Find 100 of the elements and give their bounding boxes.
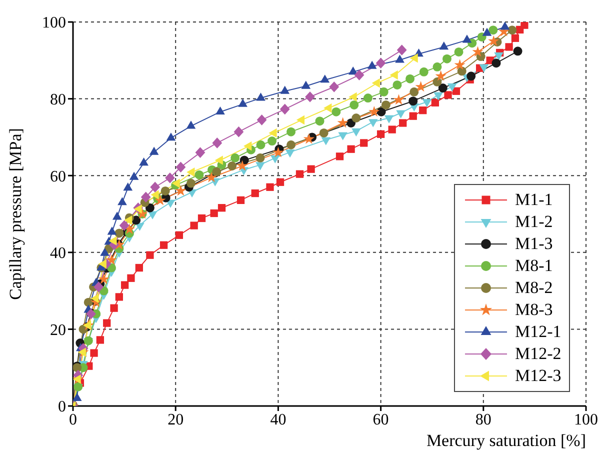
point: [352, 128, 361, 136]
point: [454, 47, 464, 56]
legend-label: M8-2: [515, 278, 553, 298]
point: [410, 53, 418, 63]
point: [127, 274, 135, 282]
y-tick-label: 20: [50, 322, 66, 339]
point: [494, 52, 504, 60]
point: [354, 70, 364, 80]
point: [434, 92, 443, 100]
point: [511, 34, 520, 42]
point: [78, 348, 86, 357]
x-tick-label: 0: [69, 411, 77, 428]
point: [212, 138, 222, 148]
point: [216, 106, 225, 115]
point: [234, 126, 244, 138]
point: [286, 127, 296, 136]
legend-label: M12-3: [515, 366, 562, 386]
point: [321, 137, 331, 146]
point: [198, 214, 206, 222]
point: [520, 22, 528, 29]
point: [244, 141, 252, 151]
point: [256, 114, 267, 126]
point: [390, 70, 398, 80]
point: [236, 196, 245, 204]
point: [150, 190, 159, 200]
point: [166, 132, 176, 141]
point: [320, 74, 330, 83]
point: [129, 172, 139, 180]
point: [350, 100, 359, 110]
point: [214, 156, 223, 165]
point: [419, 67, 428, 76]
point: [466, 72, 476, 81]
point: [73, 392, 82, 402]
point: [268, 128, 277, 138]
point: [381, 100, 390, 110]
point: [432, 77, 442, 86]
point: [324, 103, 332, 113]
point: [236, 160, 248, 171]
legend-label: M1-3: [515, 234, 553, 254]
point: [100, 248, 110, 256]
point: [160, 241, 168, 249]
point: [145, 203, 154, 212]
point: [315, 116, 324, 126]
point: [399, 119, 407, 127]
point: [447, 83, 457, 92]
point: [84, 298, 93, 307]
point: [438, 84, 448, 93]
x-tick-label: 60: [372, 411, 389, 428]
point: [280, 86, 290, 94]
legend-label: M8-1: [515, 256, 553, 276]
point: [337, 117, 348, 128]
point: [442, 54, 452, 64]
point: [368, 106, 380, 117]
point: [508, 26, 517, 35]
point: [268, 136, 277, 146]
legend-label: M12-1: [515, 322, 562, 342]
point: [360, 139, 368, 147]
legend-label: M8-3: [515, 300, 553, 320]
point: [110, 304, 118, 312]
point: [513, 46, 522, 56]
point: [256, 92, 266, 101]
y-tick-label: 80: [50, 91, 66, 108]
y-tick-label: 100: [42, 14, 66, 32]
point: [140, 192, 151, 203]
point: [303, 133, 315, 144]
point: [123, 182, 133, 191]
point: [139, 158, 148, 166]
point: [285, 149, 295, 158]
legend-label: M1-1: [515, 190, 553, 210]
point: [238, 98, 248, 107]
x-tick-label: 80: [475, 411, 492, 428]
point: [392, 80, 402, 90]
point: [251, 189, 259, 198]
point: [186, 178, 196, 188]
point: [108, 236, 117, 246]
point: [256, 140, 266, 150]
point: [347, 145, 355, 153]
point: [73, 374, 81, 384]
x-tick-label: 40: [270, 411, 286, 428]
point: [90, 294, 99, 304]
point: [186, 167, 195, 177]
point: [444, 91, 452, 99]
point: [118, 197, 127, 206]
point: [218, 204, 226, 212]
y-tick-label: 0: [58, 398, 66, 416]
point: [384, 115, 394, 124]
x-axis-title: Mercury saturation [%]: [426, 431, 586, 450]
point: [488, 26, 498, 35]
point: [230, 153, 240, 162]
point: [114, 228, 124, 238]
point: [376, 58, 386, 68]
point: [305, 91, 315, 102]
point: [479, 64, 489, 72]
point: [336, 152, 344, 160]
point: [319, 128, 328, 138]
point: [150, 182, 160, 193]
point: [112, 212, 122, 220]
point: [422, 99, 432, 108]
point: [372, 78, 380, 88]
point: [120, 281, 129, 289]
